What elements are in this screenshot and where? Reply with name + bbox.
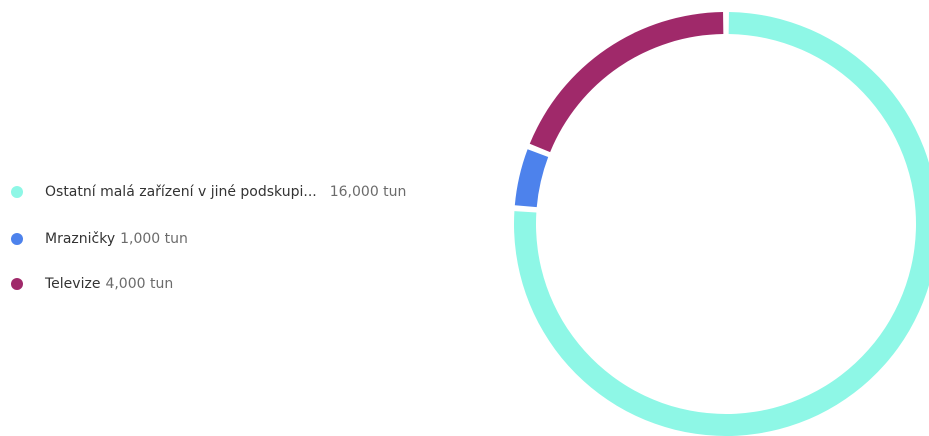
chart-legend: Ostatní malá zařízení v jiné podskupi...… <box>11 182 406 294</box>
legend-label: Ostatní malá zařízení v jiné podskupi... <box>45 184 317 200</box>
legend-swatch <box>11 233 23 245</box>
donut-slice[interactable] <box>514 149 549 208</box>
legend-value: 1,000 tun <box>120 231 188 247</box>
legend-swatch <box>11 186 23 198</box>
legend-swatch <box>11 278 23 290</box>
legend-label: Mrazničky <box>45 231 116 247</box>
legend-label: Televize <box>45 276 101 292</box>
legend-value: 16,000 tun <box>329 184 407 200</box>
legend-item[interactable]: Ostatní malá zařízení v jiné podskupi...… <box>11 182 406 202</box>
legend-value: 4,000 tun <box>105 276 174 292</box>
legend-item[interactable]: Mrazničky 1,000 tun <box>11 229 188 249</box>
donut-slice[interactable] <box>529 12 724 153</box>
legend-item[interactable]: Televize 4,000 tun <box>11 274 173 294</box>
